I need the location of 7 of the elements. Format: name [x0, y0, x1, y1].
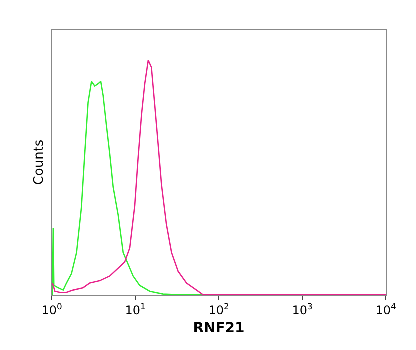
x-tick-label: 10$^{0}$ — [42, 301, 62, 318]
x-tick-label: 10$^{1}$ — [125, 301, 146, 318]
x-tick-label: 10$^{4}$ — [376, 301, 396, 318]
x-tick-label: 10$^{2}$ — [208, 301, 230, 318]
x-axis-title: RNF21 — [193, 320, 245, 337]
y-axis-title: Counts — [32, 140, 47, 186]
x-tick-label: 10$^{3}$ — [292, 301, 313, 318]
